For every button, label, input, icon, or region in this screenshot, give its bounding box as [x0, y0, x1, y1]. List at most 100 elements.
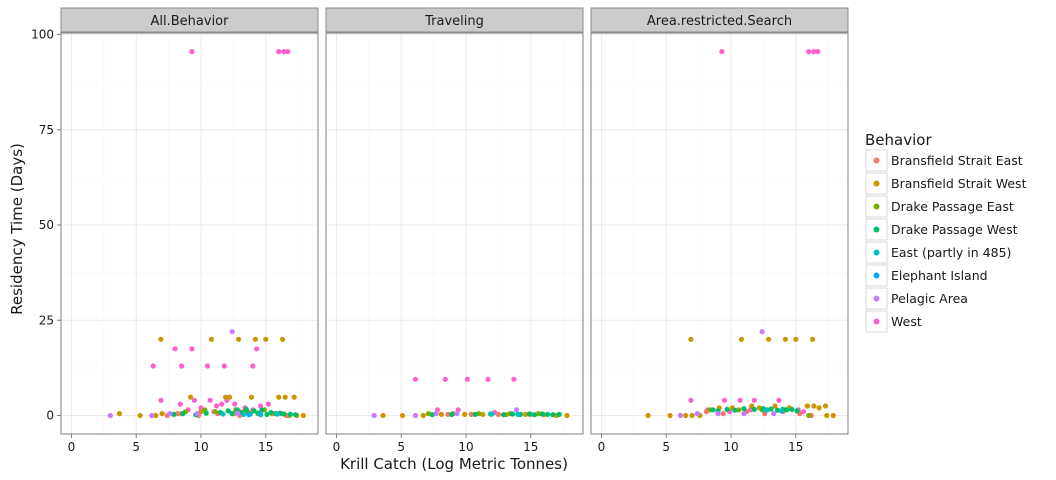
data-point	[158, 336, 164, 342]
data-point	[438, 411, 444, 417]
x-tick-label: 10	[193, 440, 208, 454]
data-point	[281, 49, 287, 55]
legend-item: Bransfield Strait West	[865, 172, 1027, 195]
data-point	[177, 401, 183, 407]
data-point	[449, 411, 455, 417]
data-point	[535, 411, 542, 417]
x-tick-label: 15	[788, 440, 803, 454]
data-series	[489, 411, 521, 417]
data-point	[545, 411, 551, 417]
data-point	[380, 412, 386, 419]
x-tick-label: 0	[68, 440, 76, 454]
legend-item: West	[865, 310, 922, 333]
data-point	[736, 407, 742, 413]
data-point	[737, 397, 743, 403]
x-tick-label: 0	[598, 440, 606, 454]
data-point	[221, 363, 227, 369]
facet-panel: Area.restricted.Search 0 5 10 15	[590, 7, 849, 454]
facet-strip-label: Traveling	[424, 14, 484, 29]
data-point	[425, 411, 431, 417]
data-point	[772, 403, 778, 409]
data-point	[229, 411, 235, 417]
data-point	[445, 411, 451, 417]
y-axis: 0 25 50 75 100	[31, 28, 61, 423]
x-tick-label: 15	[523, 440, 538, 454]
data-point	[793, 336, 799, 342]
data-series	[116, 336, 306, 419]
y-tick-label: 100	[31, 28, 54, 42]
data-point	[220, 411, 226, 417]
legend-swatch	[873, 249, 880, 256]
data-point	[371, 412, 377, 419]
data-point	[180, 411, 186, 417]
legend-item: Pelagic Area	[865, 287, 968, 310]
data-point	[719, 49, 725, 55]
data-point	[683, 412, 689, 419]
data-point	[252, 336, 258, 342]
data-point	[246, 412, 252, 418]
x-tick-label: 10	[458, 440, 473, 454]
data-point	[234, 407, 240, 413]
facet-strip-label: Area.restricted.Search	[647, 14, 792, 29]
data-point	[399, 412, 406, 419]
data-point	[219, 401, 225, 407]
data-point	[489, 411, 495, 417]
y-tick-label: 25	[39, 313, 54, 327]
y-tick-label: 0	[46, 409, 54, 423]
x-tick-label: 15	[258, 440, 273, 454]
data-point	[513, 407, 520, 413]
data-point	[292, 412, 299, 418]
data-point	[768, 406, 774, 412]
data-point	[523, 411, 529, 417]
data-point	[509, 411, 516, 417]
data-point	[153, 412, 159, 419]
data-point	[741, 406, 747, 412]
data-point	[667, 412, 673, 419]
data-point	[741, 411, 747, 417]
data-point	[532, 412, 538, 418]
data-point	[806, 49, 812, 55]
data-point	[229, 329, 235, 335]
data-point	[251, 408, 257, 414]
data-point	[688, 397, 694, 403]
legend-swatch	[873, 157, 880, 164]
data-point	[225, 408, 231, 414]
data-point	[191, 397, 198, 403]
facet-strip	[325, 7, 584, 33]
data-point	[276, 394, 282, 400]
data-point	[194, 411, 200, 417]
data-point	[830, 412, 836, 419]
data-point	[645, 412, 651, 419]
data-point	[172, 346, 178, 352]
facet-strip	[590, 7, 849, 33]
legend-item: Bransfield Strait East	[865, 149, 1023, 172]
x-tick-label: 5	[662, 440, 670, 454]
data-point	[167, 411, 173, 417]
data-point	[291, 394, 297, 400]
data-point	[782, 336, 789, 342]
data-series	[645, 336, 836, 419]
data-point	[738, 336, 745, 342]
data-point	[213, 403, 220, 409]
data-point	[175, 411, 181, 417]
legend-label: Elephant Island	[891, 268, 988, 283]
data-point	[715, 411, 721, 417]
x-tick-label: 5	[132, 440, 140, 454]
data-point	[789, 406, 795, 412]
data-point	[710, 407, 716, 413]
data-point	[703, 409, 710, 415]
data-point	[804, 403, 811, 409]
data-point	[454, 411, 460, 417]
data-point	[268, 409, 274, 416]
legend-label: East (partly in 485)	[891, 245, 1011, 260]
data-point	[811, 403, 817, 409]
legend-label: West	[891, 314, 922, 329]
data-point	[724, 406, 730, 412]
data-point	[771, 411, 777, 417]
data-point	[204, 363, 211, 369]
data-point	[287, 411, 293, 417]
data-point	[472, 411, 478, 417]
data-point	[203, 410, 209, 416]
y-axis-title: Residency Time (Days)	[8, 143, 26, 315]
